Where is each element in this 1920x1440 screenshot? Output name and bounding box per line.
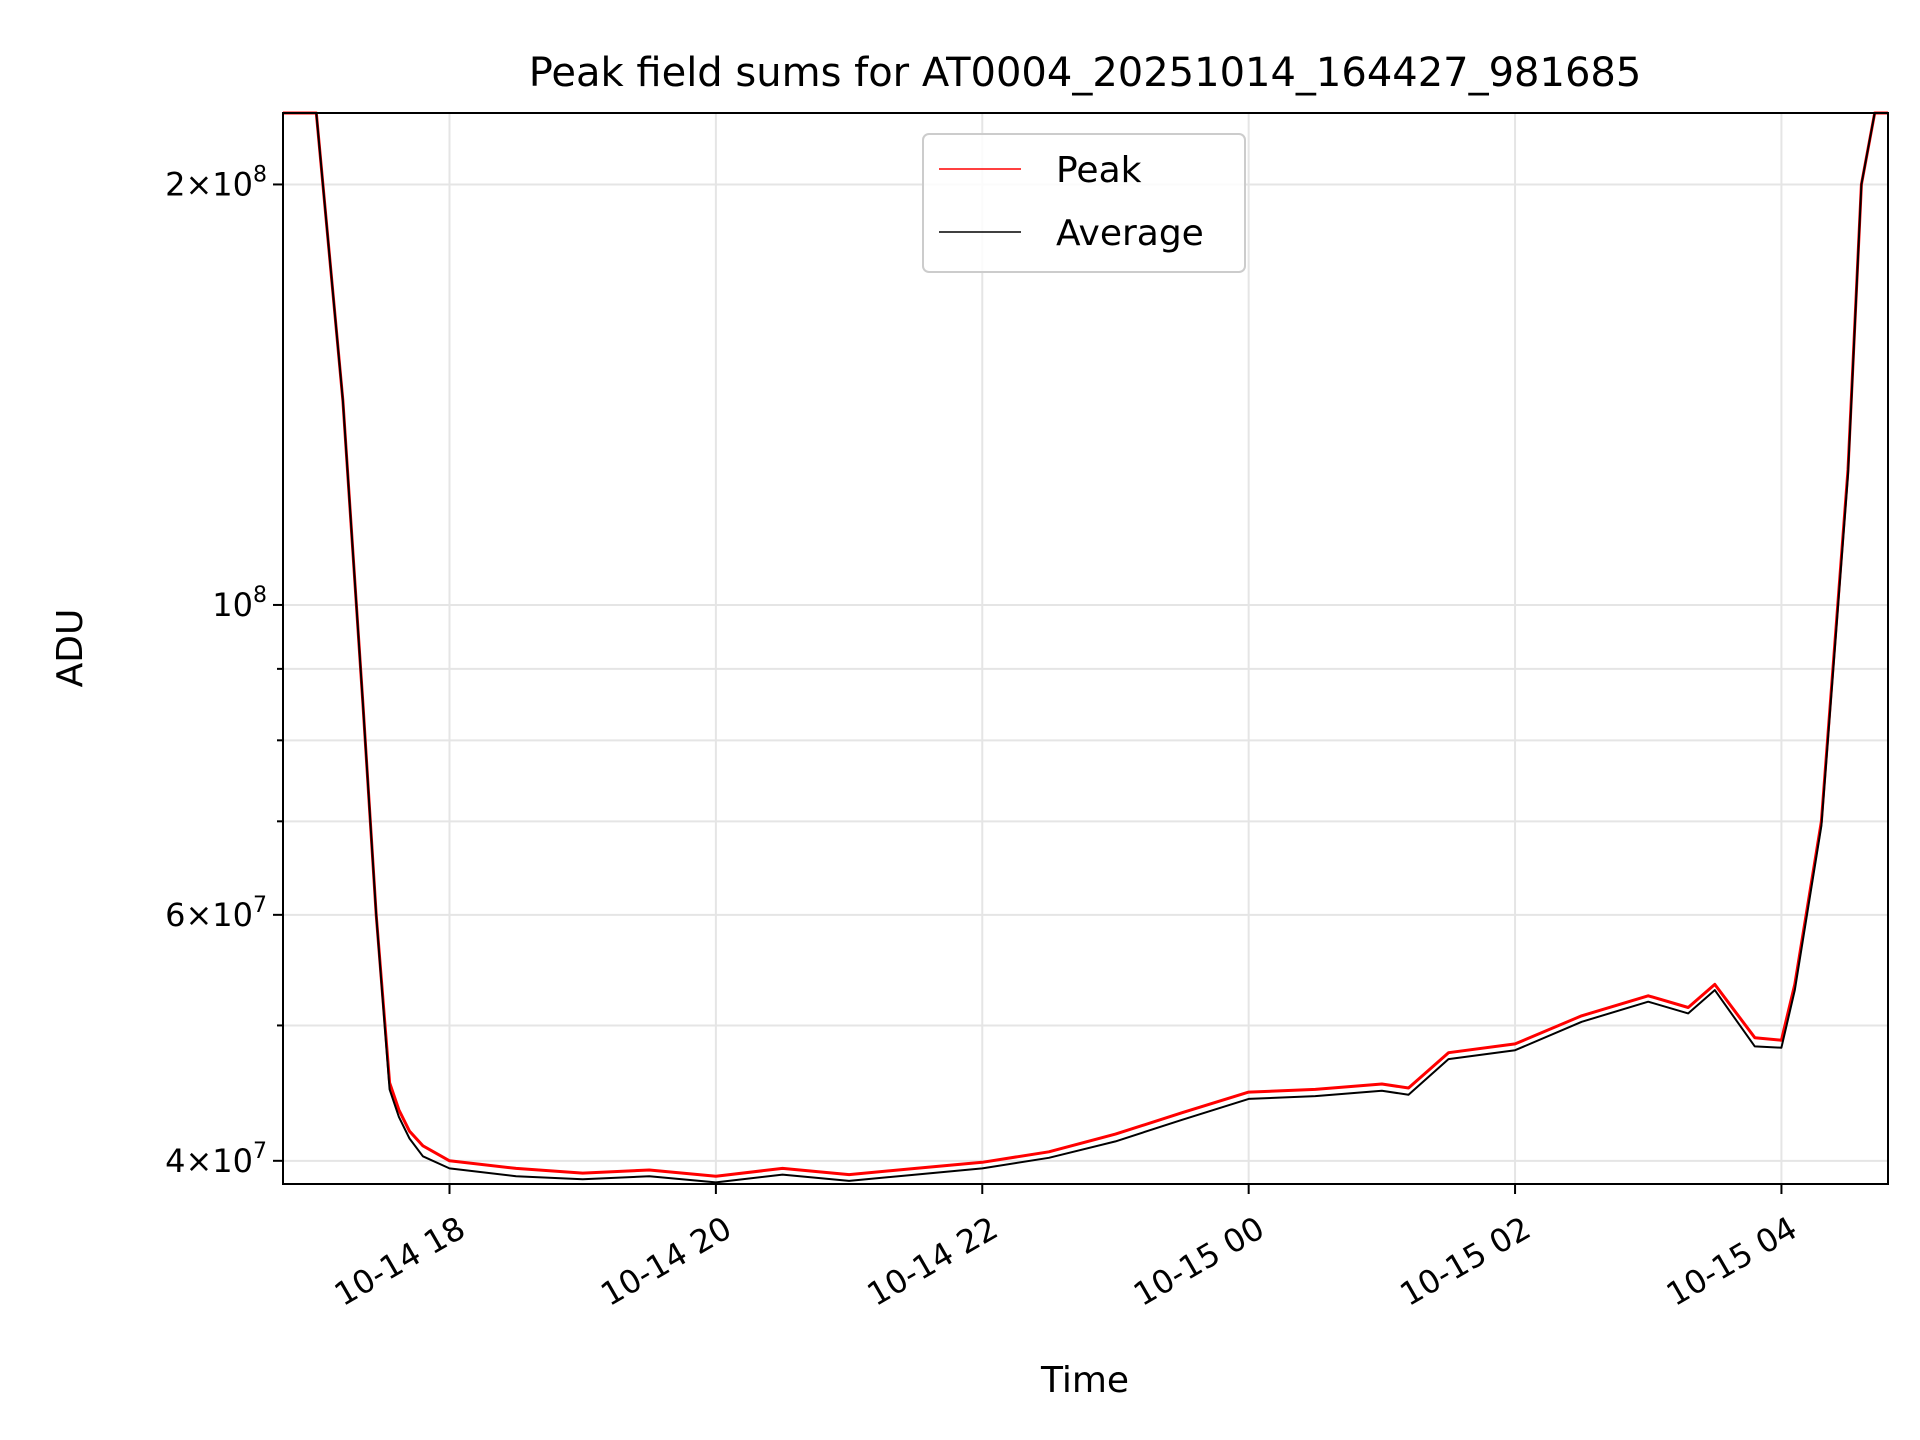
- y-axis-ticks: 4×107 6×107 108 2×108: [165, 162, 283, 1180]
- series-line-peak: [283, 111, 1888, 1178]
- chart-title: Peak field sums for AT0004_20251014_1644…: [529, 50, 1642, 96]
- x-axis-label: Time: [1040, 1360, 1129, 1401]
- series-line-average: [283, 112, 1888, 1184]
- y-tick-label: 108: [212, 583, 267, 624]
- series-lines: [283, 111, 1888, 1184]
- legend-label-peak: Peak: [1056, 150, 1142, 191]
- y-tick-label: 6×107: [165, 893, 267, 934]
- y-axis-label: ADU: [50, 609, 91, 688]
- plot-frame: [282, 112, 1889, 1185]
- legend-label-average: Average: [1056, 213, 1204, 254]
- legend: Peak Average: [922, 133, 1246, 273]
- y-tick-label: 4×107: [165, 1139, 267, 1180]
- y-tick-label: 2×108: [165, 162, 267, 203]
